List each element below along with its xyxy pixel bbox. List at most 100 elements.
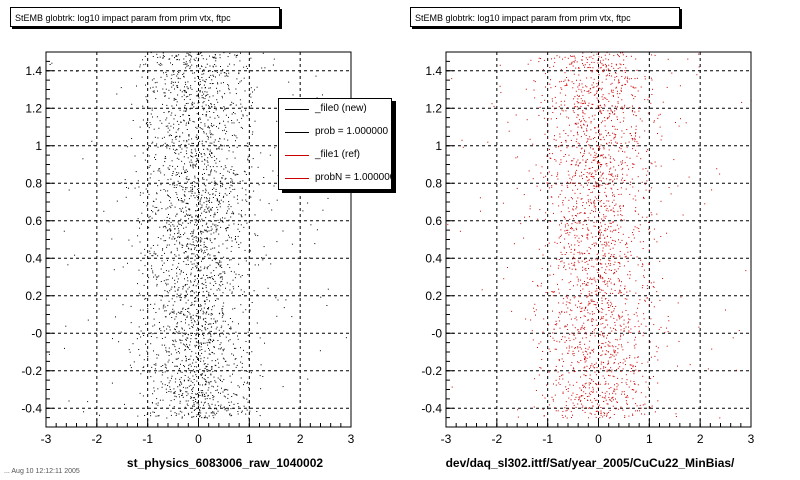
scatter-point (210, 412, 212, 414)
scatter-point (207, 344, 209, 346)
scatter-point (184, 334, 186, 335)
scatter-point (207, 339, 209, 341)
scatter-point (194, 275, 195, 277)
scatter-point (68, 189, 70, 191)
scatter-point (596, 293, 598, 295)
scatter-point (595, 182, 597, 184)
scatter-point (611, 173, 613, 175)
scatter-point (594, 225, 596, 227)
scatter-point (224, 360, 226, 362)
scatter-point (589, 412, 591, 414)
scatter-point (219, 206, 221, 208)
scatter-point (600, 111, 602, 113)
scatter-point (186, 129, 188, 130)
scatter-point (602, 278, 604, 280)
scatter-point (139, 194, 141, 196)
scatter-point (565, 410, 567, 412)
scatter-point (182, 271, 184, 273)
scatter-point (231, 101, 233, 103)
scatter-point (183, 314, 185, 316)
scatter-point (604, 125, 606, 127)
scatter-point (592, 313, 593, 315)
scatter-point (201, 73, 203, 75)
scatter-point (195, 150, 197, 152)
scatter-point (195, 236, 197, 237)
scatter-point (207, 277, 209, 279)
scatter-point (607, 302, 609, 304)
scatter-point (578, 300, 579, 302)
scatter-point (563, 361, 565, 362)
scatter-point (640, 259, 642, 261)
scatter-point (235, 366, 237, 368)
scatter-point (604, 326, 606, 328)
scatter-point (215, 300, 217, 301)
scatter-point (609, 357, 611, 359)
scatter-point (610, 179, 612, 181)
scatter-point (246, 68, 248, 69)
scatter-point (566, 67, 568, 69)
scatter-point (197, 94, 199, 96)
scatter-point (177, 70, 179, 72)
scatter-point (188, 135, 190, 137)
scatter-point (595, 416, 597, 418)
scatter-point (165, 227, 167, 229)
scatter-point (623, 334, 624, 336)
scatter-point (216, 158, 218, 160)
scatter-point (586, 130, 588, 132)
scatter-point (565, 401, 567, 403)
scatter-point (611, 105, 613, 107)
scatter-point (262, 376, 264, 377)
scatter-point (549, 153, 551, 155)
scatter-point (447, 223, 449, 225)
scatter-point (76, 70, 78, 72)
scatter-point (224, 107, 225, 109)
scatter-point (573, 55, 575, 57)
scatter-point (183, 76, 185, 78)
scatter-point (608, 307, 610, 308)
scatter-point (193, 142, 194, 144)
scatter-point (154, 368, 156, 370)
scatter-point (584, 356, 586, 358)
scatter-point (607, 363, 609, 365)
scatter-point (578, 84, 580, 86)
scatter-point (585, 382, 587, 384)
scatter-point (219, 192, 221, 194)
scatter-point (598, 80, 600, 82)
scatter-point (207, 94, 209, 96)
scatter-point (611, 142, 612, 144)
scatter-point (525, 88, 527, 90)
scatter-point (579, 95, 580, 97)
scatter-point (173, 332, 175, 334)
scatter-point (206, 204, 208, 206)
scatter-point (236, 146, 238, 148)
scatter-point (247, 274, 249, 276)
scatter-point (633, 371, 635, 373)
scatter-point (241, 366, 243, 368)
scatter-point (596, 366, 598, 368)
scatter-point (241, 210, 242, 212)
scatter-point (612, 192, 613, 194)
scatter-point (219, 277, 221, 279)
scatter-point (559, 56, 561, 58)
scatter-point (237, 403, 239, 404)
scatter-point (586, 141, 588, 143)
scatter-point (164, 156, 166, 157)
scatter-point (210, 335, 212, 337)
scatter-point (604, 63, 606, 65)
scatter-point (584, 350, 586, 352)
x-tick-label: 3 (348, 432, 355, 446)
scatter-point (605, 272, 607, 274)
scatter-point (190, 187, 192, 189)
scatter-point (185, 349, 186, 351)
scatter-point (578, 245, 580, 247)
scatter-point (210, 155, 211, 157)
scatter-point (185, 295, 187, 297)
scatter-point (590, 173, 592, 175)
scatter-point (221, 276, 223, 278)
scatter-point (592, 148, 594, 150)
scatter-point (621, 169, 623, 171)
scatter-point (632, 389, 634, 390)
scatter-point (171, 135, 172, 136)
scatter-point (204, 250, 206, 252)
scatter-point (165, 347, 167, 349)
